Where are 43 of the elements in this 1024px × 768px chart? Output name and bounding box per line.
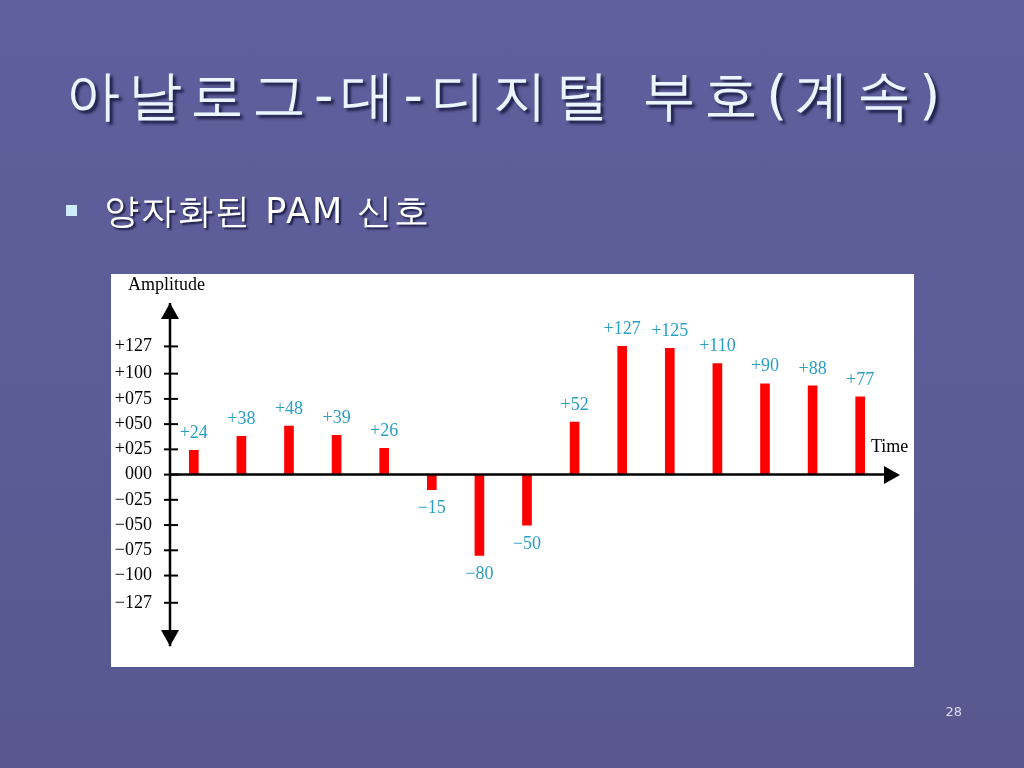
bar — [188, 450, 199, 475]
data-label: +48 — [274, 397, 304, 418]
y-tick-label: −100 — [114, 564, 152, 585]
y-axis-title: Amplitude — [128, 273, 205, 294]
bar — [379, 448, 390, 475]
y-tick-label: −127 — [114, 591, 152, 612]
bar — [664, 348, 675, 475]
y-tick-label: −075 — [114, 539, 152, 560]
data-label: +125 — [651, 320, 689, 341]
y-tick-label: −025 — [114, 488, 152, 509]
data-label: −80 — [465, 563, 494, 584]
y-tick-label: +100 — [114, 362, 152, 383]
y-tick-label: 000 — [125, 463, 152, 484]
bar — [474, 474, 485, 556]
data-label: +38 — [227, 407, 256, 428]
bar — [807, 385, 818, 475]
bar — [760, 383, 770, 475]
bar — [855, 396, 866, 475]
data-label: +26 — [370, 420, 399, 441]
data-label: +110 — [699, 335, 736, 356]
chart-title: 아날로그-대-디지털 부호(계속) — [66, 63, 949, 129]
text: 28 — [945, 704, 962, 719]
data-label: −50 — [512, 532, 542, 553]
chart-subtitle: 양자화된 PAM 신호 — [104, 190, 432, 233]
data-label: +88 — [798, 357, 827, 378]
y-tick-label: +050 — [114, 412, 152, 433]
y-tick-label: +025 — [114, 438, 152, 459]
bar — [284, 425, 294, 475]
data-label: +39 — [322, 406, 351, 427]
data-label: +24 — [179, 422, 208, 443]
y-tick-label: +127 — [114, 335, 152, 356]
y-tick-label: +075 — [114, 387, 152, 408]
data-label: +52 — [560, 393, 589, 414]
data-label: −15 — [417, 497, 446, 518]
bar — [712, 363, 723, 475]
bar — [617, 346, 628, 475]
bar — [426, 474, 437, 491]
y-tick-label: −050 — [114, 513, 152, 534]
data-label: +77 — [846, 368, 875, 389]
data-label: +90 — [750, 355, 780, 376]
data-label: +127 — [603, 318, 641, 339]
bar — [522, 474, 532, 526]
x-axis-title: Time — [871, 436, 909, 457]
